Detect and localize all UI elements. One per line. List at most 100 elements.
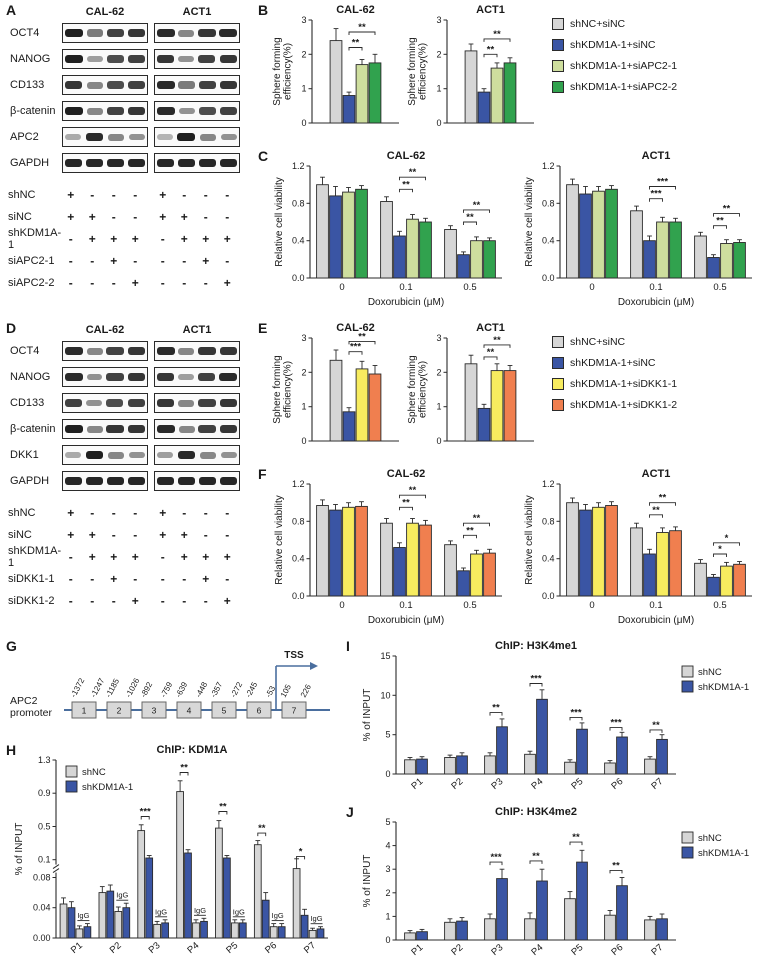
bar <box>342 95 356 124</box>
treatment-name: siNC <box>8 529 32 541</box>
blot-band <box>157 106 175 116</box>
bar <box>300 914 309 939</box>
y-axis-label: Relative cell viability <box>274 177 285 266</box>
blot-band <box>200 451 217 459</box>
sig-bracket <box>649 198 663 202</box>
igg-label: IgG <box>155 907 167 916</box>
y-tick-label: 0.4 <box>292 554 305 564</box>
blot-band <box>127 158 146 168</box>
y-tick-label: 3 <box>301 333 306 343</box>
bar <box>316 928 325 939</box>
blot-band <box>127 424 146 434</box>
sig-label: ** <box>652 505 660 516</box>
treatment-name: siDKK1-2 <box>8 595 55 607</box>
bar <box>215 827 223 939</box>
legend-label: shKDM1A-1+siAPC2-1 <box>570 60 678 72</box>
sig-label: ** <box>492 703 500 714</box>
blot-band <box>178 399 195 407</box>
bar <box>416 931 428 941</box>
panel-b: B 0 1 2 3 ** ** CAL-62 Sphere formingefficiency… <box>258 2 768 144</box>
blot-protein-label: β-catenin <box>10 105 56 117</box>
chart-j-chip-h3k4me2: 0 1 2 3 4 5 P1 P2 P3 P4 P5 P6 P7 *** ** ** ** ChIP: H3K4m… <box>358 804 770 967</box>
y-tick-label: 1 <box>436 402 441 412</box>
bar <box>393 547 406 597</box>
blot-lane-group <box>62 471 148 491</box>
bar <box>122 907 131 939</box>
y-tick-label: 3 <box>301 15 306 25</box>
chart-title: ACT1 <box>476 4 505 16</box>
legend-label: shKDM1A-1 <box>698 848 749 859</box>
blot-band <box>86 55 103 63</box>
treatment-mark: + <box>180 550 188 564</box>
chart-title: ChIP: KDM1A <box>157 744 228 756</box>
bar <box>106 890 115 939</box>
blot-band <box>156 28 175 38</box>
promoter-region-number: 4 <box>187 706 192 716</box>
x-tick-label: P7 <box>649 776 665 792</box>
y-tick-label: 3 <box>385 864 390 874</box>
y-tick-label: 1.2 <box>292 479 305 489</box>
y-tick-label: 1 <box>385 911 390 921</box>
bar <box>98 892 107 939</box>
y-tick-label: 0.0 <box>292 591 305 601</box>
blot-band <box>198 424 216 434</box>
sig-bracket <box>609 727 623 731</box>
bar <box>380 522 393 597</box>
panel-d-western-blot: CAL-62 ACT1 OCT4 NANOG CD133 β-catenin DKK1 GAP… <box>8 322 256 494</box>
treatment-mark: - <box>111 506 116 520</box>
y-tick-label: 1.3 <box>38 755 51 765</box>
panel-d-label: D <box>6 320 17 336</box>
bar <box>419 221 432 279</box>
blot-band <box>177 476 196 486</box>
bar <box>630 210 643 279</box>
legend-label: shNC+siNC <box>570 18 626 30</box>
bar <box>419 524 432 597</box>
bar <box>694 235 707 279</box>
bar <box>616 885 628 941</box>
sig-bracket <box>649 502 676 506</box>
sig-bracket <box>609 869 623 874</box>
treatment-mark: - <box>182 276 187 290</box>
sig-label: *** <box>610 718 621 729</box>
blot-lane-group <box>154 101 240 121</box>
bar <box>200 920 208 939</box>
promoter-coord: -892 <box>139 680 155 699</box>
y-tick-label: 2 <box>301 49 306 59</box>
blot-band <box>220 451 237 459</box>
sig-label: ** <box>659 493 667 504</box>
treatment-mark: + <box>67 506 75 520</box>
bar <box>470 553 483 597</box>
treatment-name: siNC <box>8 211 32 223</box>
blot-lane-group <box>154 419 240 439</box>
bar <box>490 370 504 442</box>
treatment-mark: - <box>203 188 208 202</box>
bar <box>477 91 491 124</box>
bar <box>393 235 406 279</box>
bar <box>656 738 668 775</box>
blot-band <box>127 28 146 38</box>
legend-swatch <box>65 765 78 778</box>
promoter-diagram: APC2 promoter 1 -1372 -1247 2 -1185 -1026 3 -892-… <box>6 638 340 745</box>
legend-label: shNC+siNC <box>570 336 626 348</box>
panel-e: E 0 1 2 3 *** ** CAL-62 Sphere formingefficienc… <box>258 320 768 462</box>
promoter-region-number: 2 <box>117 706 122 716</box>
blot-band <box>127 54 145 64</box>
treatment-row: siNC + + - - + + - - <box>6 524 256 546</box>
sig-bracket <box>348 31 376 35</box>
bar <box>153 923 161 939</box>
blot-lane-group <box>62 419 148 439</box>
bar <box>669 530 682 597</box>
treatment-mark: - <box>90 254 95 268</box>
blot-lane-group <box>154 75 240 95</box>
chart-b-act1: 0 1 2 3 ** ** ACT1 Sphere formingefficiency(%) <box>407 2 542 142</box>
blot-band <box>86 425 103 433</box>
x-tick-label: P5 <box>569 942 585 958</box>
treatment-mark: - <box>182 506 187 520</box>
blot-band <box>106 158 125 168</box>
y-tick-label: 0.8 <box>542 516 555 526</box>
y-tick-label: 4 <box>385 841 390 851</box>
sig-bracket <box>463 209 490 213</box>
bar <box>484 755 496 775</box>
